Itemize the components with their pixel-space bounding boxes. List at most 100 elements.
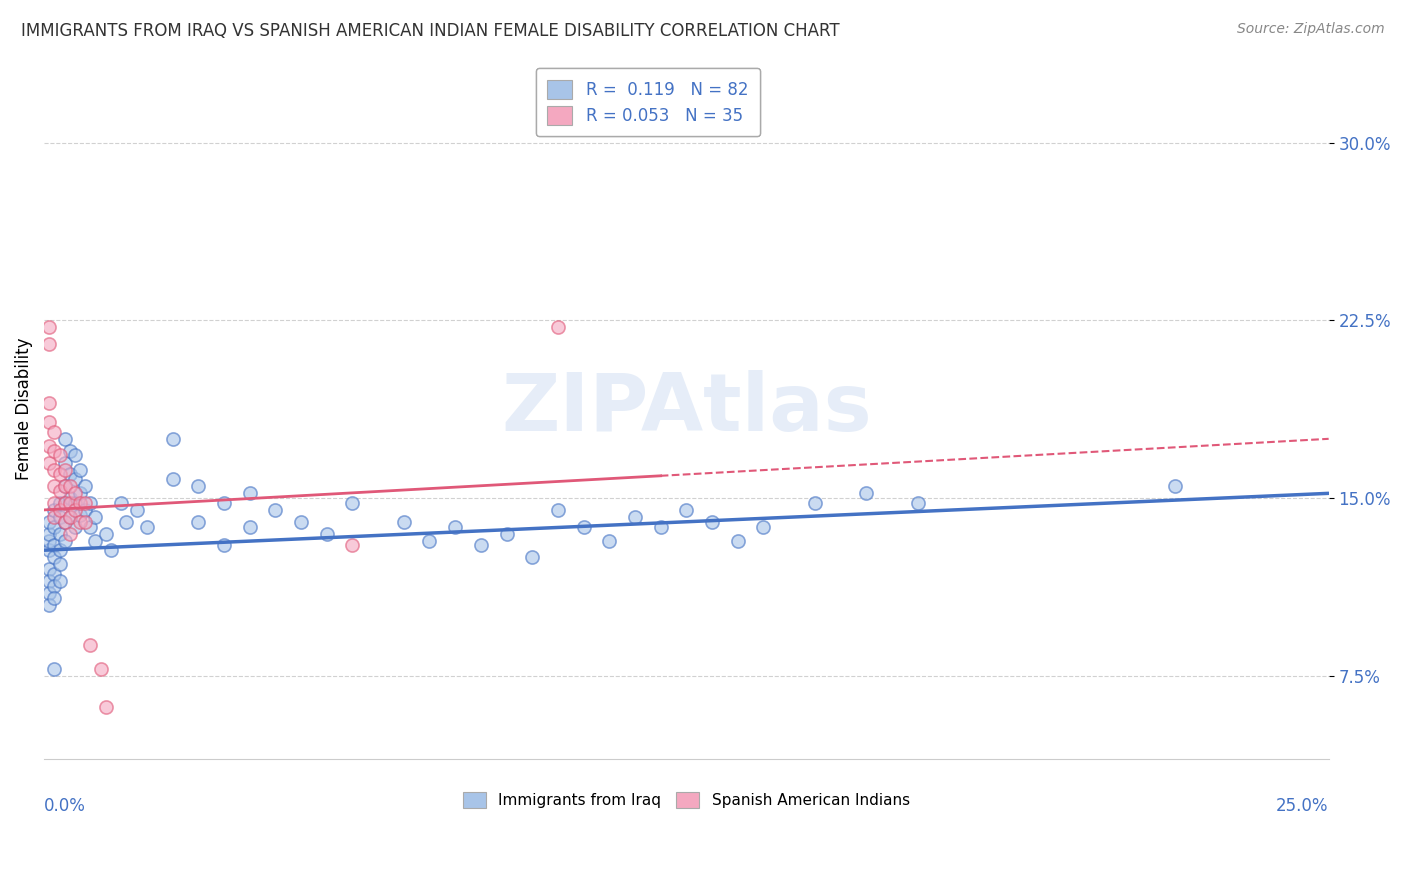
Point bbox=[44, 566, 66, 581]
Point bbox=[495, 526, 517, 541]
Point bbox=[69, 508, 91, 522]
Point bbox=[48, 496, 70, 510]
Point bbox=[100, 543, 122, 558]
Point bbox=[59, 443, 82, 458]
Point bbox=[804, 496, 827, 510]
Point bbox=[53, 462, 76, 476]
Point bbox=[59, 479, 82, 493]
Point bbox=[38, 562, 60, 576]
Point bbox=[135, 519, 157, 533]
Point bbox=[59, 467, 82, 482]
Point bbox=[1163, 479, 1185, 493]
Point bbox=[79, 519, 101, 533]
Point bbox=[53, 456, 76, 470]
Point bbox=[59, 510, 82, 524]
Point bbox=[44, 462, 66, 476]
Point bbox=[38, 337, 60, 351]
Text: IMMIGRANTS FROM IRAQ VS SPANISH AMERICAN INDIAN FEMALE DISABILITY CORRELATION CH: IMMIGRANTS FROM IRAQ VS SPANISH AMERICAN… bbox=[21, 22, 839, 40]
Point bbox=[290, 515, 312, 529]
Point bbox=[650, 519, 672, 533]
Point bbox=[752, 519, 775, 533]
Point bbox=[38, 456, 60, 470]
Point bbox=[48, 510, 70, 524]
Point bbox=[48, 574, 70, 588]
Point bbox=[59, 496, 82, 510]
Point bbox=[48, 558, 70, 572]
Point bbox=[90, 662, 112, 676]
Point bbox=[855, 486, 877, 500]
Point bbox=[63, 503, 86, 517]
Point bbox=[44, 591, 66, 605]
Point bbox=[53, 533, 76, 548]
Legend: Immigrants from Iraq, Spanish American Indians: Immigrants from Iraq, Spanish American I… bbox=[457, 786, 915, 814]
Point bbox=[63, 496, 86, 510]
Text: ZIPAtlas: ZIPAtlas bbox=[501, 370, 872, 448]
Point bbox=[63, 519, 86, 533]
Point bbox=[38, 526, 60, 541]
Point bbox=[44, 579, 66, 593]
Point bbox=[187, 479, 209, 493]
Point bbox=[44, 519, 66, 533]
Point bbox=[212, 496, 235, 510]
Point bbox=[162, 472, 184, 486]
Text: Source: ZipAtlas.com: Source: ZipAtlas.com bbox=[1237, 22, 1385, 37]
Point bbox=[700, 515, 723, 529]
Point bbox=[59, 491, 82, 505]
Point bbox=[59, 526, 82, 541]
Point bbox=[69, 515, 91, 529]
Point bbox=[53, 479, 76, 493]
Text: 0.0%: 0.0% bbox=[44, 797, 86, 815]
Point bbox=[44, 662, 66, 676]
Y-axis label: Female Disability: Female Disability bbox=[15, 338, 32, 481]
Point bbox=[264, 503, 287, 517]
Point bbox=[53, 515, 76, 529]
Point bbox=[392, 515, 415, 529]
Point bbox=[69, 462, 91, 476]
Point bbox=[75, 515, 97, 529]
Point bbox=[38, 586, 60, 600]
Point bbox=[239, 519, 262, 533]
Point bbox=[315, 526, 337, 541]
Point bbox=[162, 432, 184, 446]
Point bbox=[212, 539, 235, 553]
Point bbox=[727, 533, 749, 548]
Point bbox=[38, 396, 60, 410]
Point bbox=[53, 479, 76, 493]
Point bbox=[75, 479, 97, 493]
Point bbox=[110, 496, 132, 510]
Point bbox=[75, 496, 97, 510]
Point bbox=[75, 503, 97, 517]
Point bbox=[239, 486, 262, 500]
Point bbox=[94, 699, 117, 714]
Point bbox=[675, 503, 697, 517]
Point bbox=[53, 515, 76, 529]
Point bbox=[69, 486, 91, 500]
Point bbox=[79, 638, 101, 652]
Point bbox=[44, 425, 66, 439]
Point bbox=[342, 539, 364, 553]
Point bbox=[53, 496, 76, 510]
Point bbox=[38, 515, 60, 529]
Point bbox=[44, 503, 66, 517]
Point bbox=[115, 515, 138, 529]
Point bbox=[63, 486, 86, 500]
Point bbox=[44, 479, 66, 493]
Point bbox=[547, 503, 569, 517]
Point bbox=[907, 496, 929, 510]
Point bbox=[84, 533, 107, 548]
Point bbox=[38, 574, 60, 588]
Point bbox=[53, 496, 76, 510]
Point bbox=[598, 533, 620, 548]
Point bbox=[342, 496, 364, 510]
Point bbox=[522, 550, 544, 565]
Point bbox=[38, 543, 60, 558]
Point bbox=[44, 539, 66, 553]
Point bbox=[44, 443, 66, 458]
Point bbox=[48, 483, 70, 498]
Point bbox=[187, 515, 209, 529]
Point bbox=[59, 510, 82, 524]
Point bbox=[572, 519, 595, 533]
Point bbox=[63, 449, 86, 463]
Point bbox=[624, 510, 647, 524]
Point bbox=[38, 598, 60, 612]
